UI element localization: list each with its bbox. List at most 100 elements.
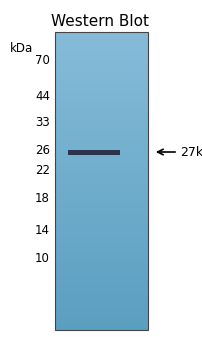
- Bar: [55, 118, 147, 122]
- Bar: [55, 273, 147, 277]
- Bar: [55, 124, 147, 128]
- Bar: [55, 306, 147, 310]
- Bar: [55, 247, 147, 250]
- Bar: [55, 175, 147, 179]
- Bar: [55, 321, 147, 325]
- Bar: [55, 92, 147, 95]
- Bar: [55, 196, 147, 200]
- Bar: [55, 279, 147, 283]
- Bar: [55, 309, 147, 313]
- Text: 26: 26: [35, 144, 50, 156]
- Bar: [55, 121, 147, 125]
- Bar: [55, 291, 147, 295]
- Bar: [55, 68, 147, 71]
- Bar: [55, 312, 147, 315]
- Bar: [55, 38, 147, 41]
- Bar: [55, 133, 147, 137]
- Bar: [55, 103, 147, 107]
- Bar: [55, 315, 147, 318]
- Bar: [55, 89, 147, 92]
- Bar: [55, 95, 147, 98]
- Bar: [55, 238, 147, 241]
- Bar: [55, 220, 147, 223]
- Bar: [55, 229, 147, 232]
- Bar: [55, 202, 147, 205]
- Bar: [55, 193, 147, 196]
- Bar: [55, 154, 147, 158]
- Bar: [55, 160, 147, 164]
- Bar: [55, 32, 147, 330]
- Bar: [55, 327, 147, 331]
- Bar: [55, 86, 147, 89]
- Bar: [55, 97, 147, 101]
- Bar: [55, 32, 147, 35]
- Bar: [55, 252, 147, 256]
- Bar: [55, 178, 147, 182]
- Bar: [55, 80, 147, 83]
- Bar: [55, 139, 147, 143]
- Bar: [55, 59, 147, 62]
- Bar: [55, 166, 147, 170]
- Bar: [55, 47, 147, 50]
- Bar: [55, 77, 147, 80]
- Text: 44: 44: [35, 91, 50, 103]
- Text: 27kDa: 27kDa: [179, 146, 202, 158]
- Bar: [55, 205, 147, 208]
- Bar: [55, 151, 147, 155]
- Text: 14: 14: [35, 223, 50, 237]
- Bar: [55, 276, 147, 280]
- Text: 33: 33: [35, 116, 50, 128]
- Bar: [55, 56, 147, 59]
- Bar: [68, 150, 119, 154]
- Bar: [55, 44, 147, 48]
- Text: 22: 22: [35, 163, 50, 177]
- Bar: [55, 106, 147, 110]
- Bar: [55, 163, 147, 166]
- Bar: [55, 249, 147, 253]
- Bar: [55, 214, 147, 217]
- Bar: [55, 148, 147, 152]
- Bar: [55, 208, 147, 211]
- Bar: [55, 116, 147, 119]
- Bar: [55, 184, 147, 187]
- Bar: [55, 157, 147, 161]
- Bar: [55, 100, 147, 104]
- Bar: [55, 199, 147, 202]
- Bar: [55, 190, 147, 193]
- Bar: [55, 83, 147, 86]
- Bar: [55, 181, 147, 184]
- Bar: [55, 142, 147, 146]
- Bar: [55, 270, 147, 274]
- Bar: [55, 268, 147, 271]
- Bar: [55, 136, 147, 140]
- Bar: [55, 113, 147, 116]
- Bar: [55, 223, 147, 226]
- Text: 18: 18: [35, 191, 50, 205]
- Bar: [55, 300, 147, 304]
- Text: 10: 10: [35, 251, 50, 265]
- Bar: [55, 71, 147, 74]
- Bar: [55, 169, 147, 173]
- Text: 70: 70: [35, 54, 50, 66]
- Bar: [55, 285, 147, 289]
- Bar: [55, 187, 147, 190]
- Bar: [55, 258, 147, 262]
- Text: Western Blot: Western Blot: [51, 14, 148, 29]
- Bar: [55, 35, 147, 38]
- Bar: [55, 62, 147, 65]
- Bar: [55, 50, 147, 53]
- Bar: [55, 65, 147, 68]
- Bar: [55, 145, 147, 149]
- Bar: [55, 303, 147, 307]
- Bar: [55, 297, 147, 301]
- Text: kDa: kDa: [10, 42, 33, 55]
- Bar: [55, 262, 147, 265]
- Bar: [55, 41, 147, 44]
- Bar: [55, 244, 147, 247]
- Bar: [55, 53, 147, 56]
- Bar: [55, 130, 147, 134]
- Bar: [55, 324, 147, 328]
- Bar: [55, 110, 147, 113]
- Bar: [55, 241, 147, 244]
- Bar: [55, 172, 147, 176]
